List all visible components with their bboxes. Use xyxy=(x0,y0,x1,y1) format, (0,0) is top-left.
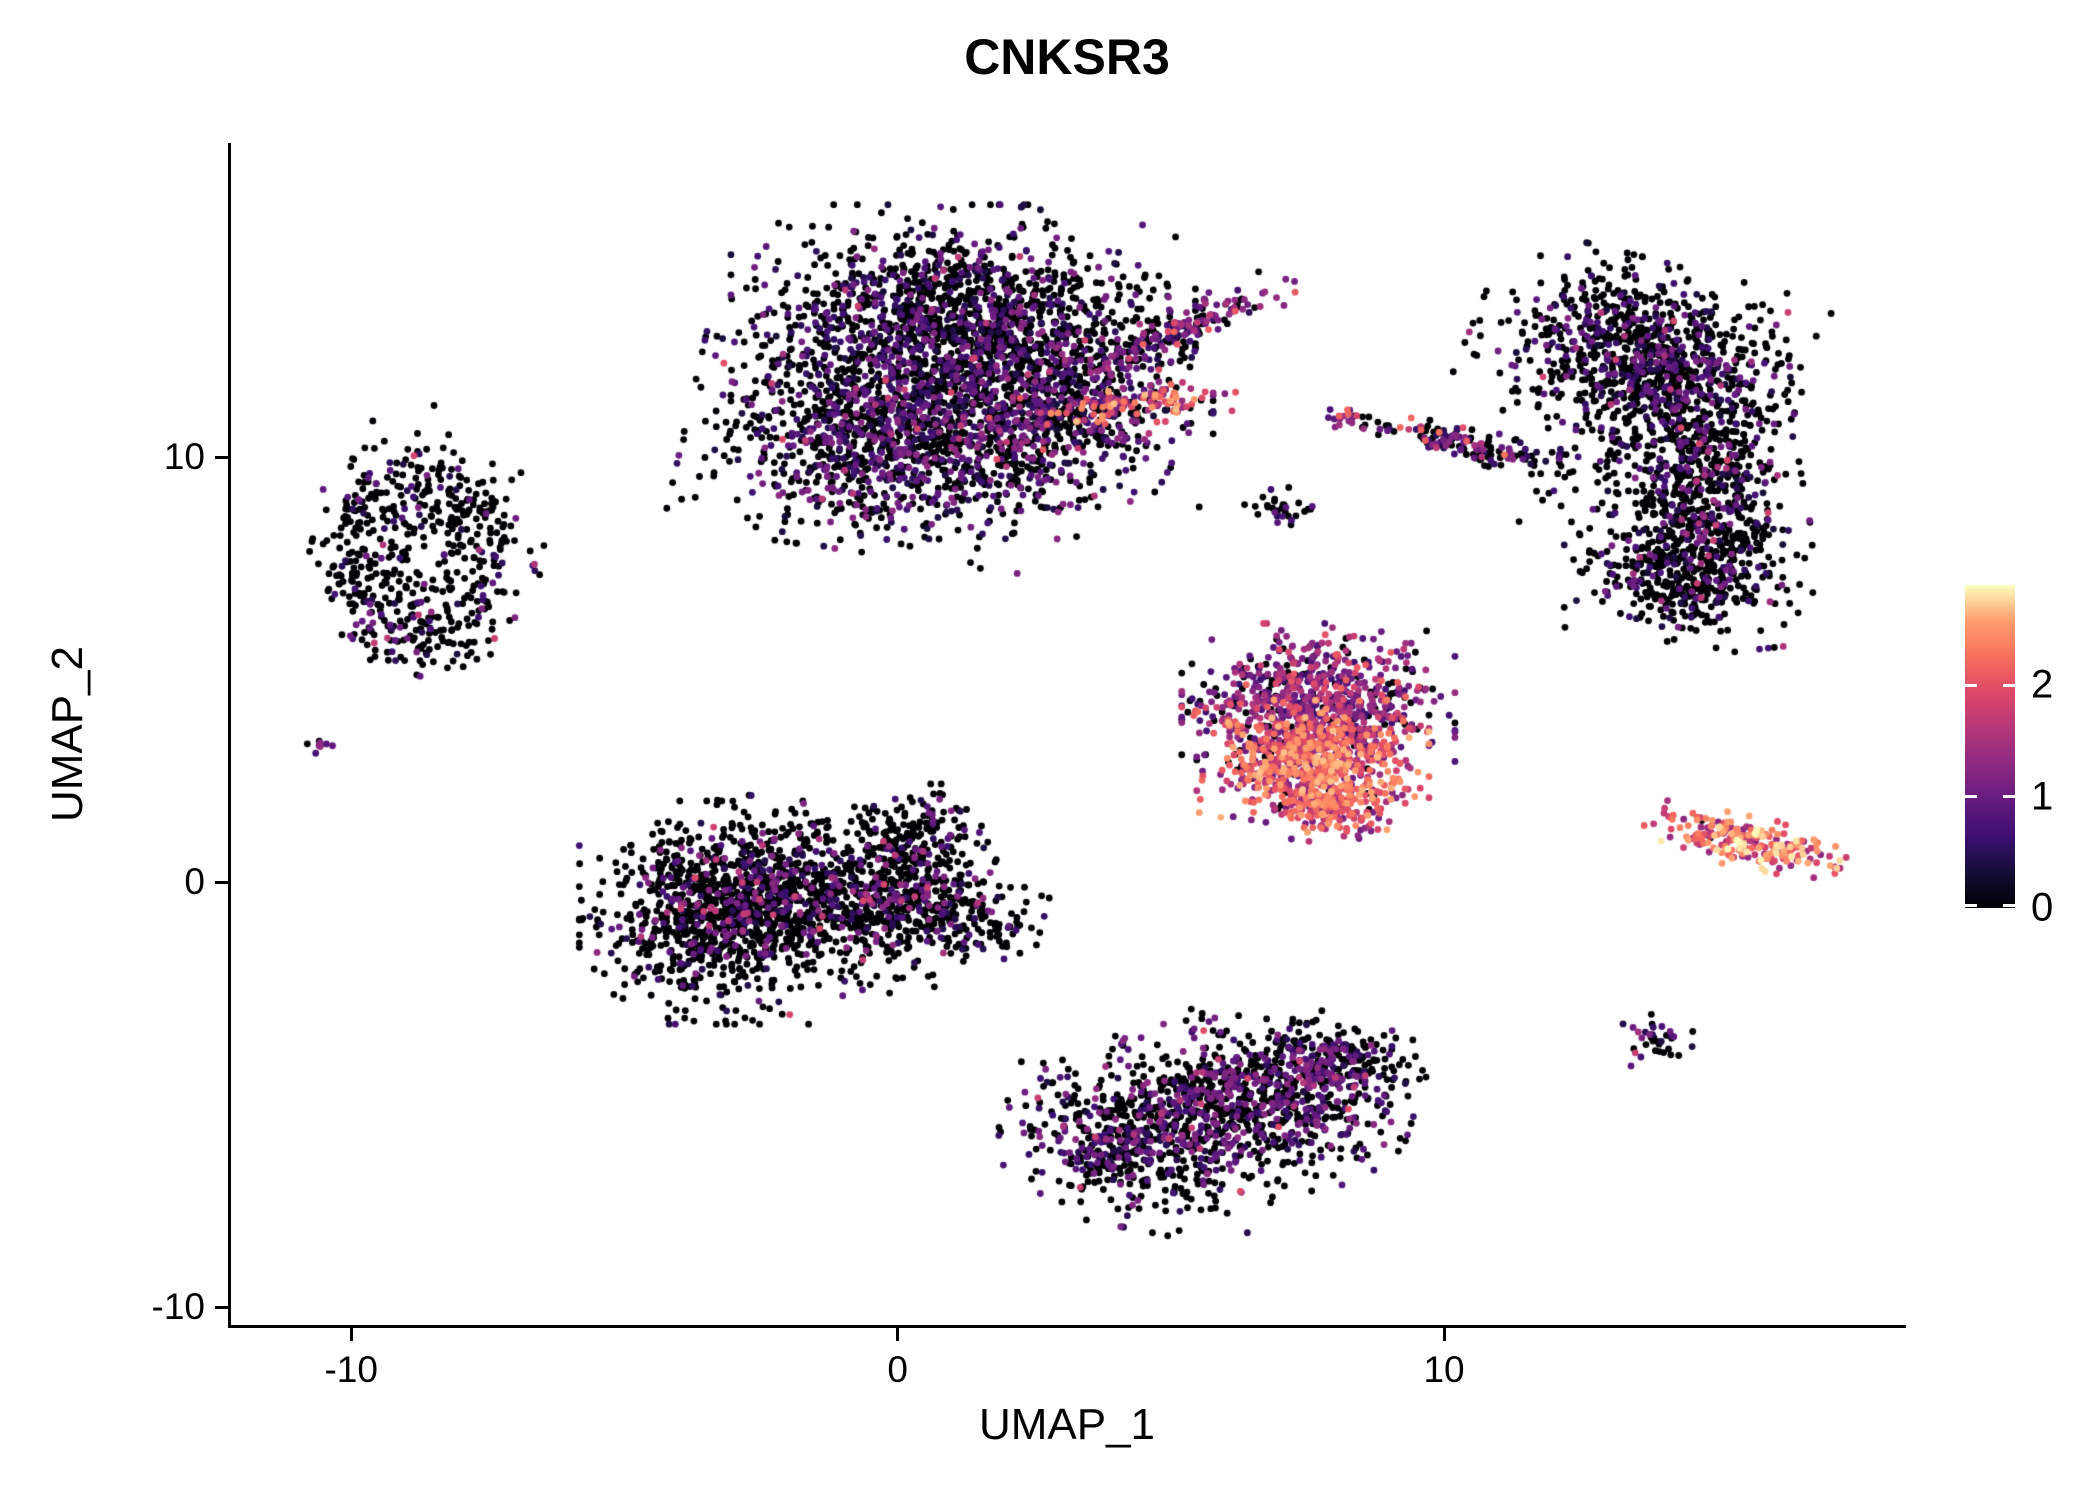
colorbar-tick-label: 2 xyxy=(2031,662,2054,707)
x-tick-label: 10 xyxy=(1423,1349,1465,1390)
x-axis-label: UMAP_1 xyxy=(978,1400,1156,1449)
colorbar-tick-label: 1 xyxy=(2031,774,2054,819)
y-axis-label: UMAP_2 xyxy=(43,645,92,823)
colorbar-tick-mark xyxy=(2003,903,2015,907)
y-tick-label: -10 xyxy=(151,1285,205,1327)
colorbar-tick-mark xyxy=(1965,903,1977,907)
y-tick-mark xyxy=(215,456,228,460)
y-tick-label: 10 xyxy=(163,435,205,477)
expression-colorbar xyxy=(1965,585,2015,908)
plot-title: CNKSR3 xyxy=(964,29,1170,85)
colorbar-tick-mark xyxy=(1965,795,1977,799)
x-axis-line xyxy=(228,1325,1906,1328)
scatter-points-canvas xyxy=(231,143,1903,1325)
x-tick-mark xyxy=(1442,1328,1446,1341)
x-tick-label: -10 xyxy=(324,1349,378,1390)
y-axis-line xyxy=(228,143,231,1328)
y-tick-mark xyxy=(215,881,228,885)
x-tick-label: 0 xyxy=(887,1349,908,1390)
colorbar-tick-mark xyxy=(2003,795,2015,799)
y-tick-label: 0 xyxy=(184,860,205,902)
x-tick-mark xyxy=(896,1328,900,1341)
y-tick-mark xyxy=(215,1306,228,1310)
colorbar-tick-mark xyxy=(1965,683,1977,687)
x-tick-mark xyxy=(349,1328,353,1341)
colorbar-tick-label: 0 xyxy=(2031,885,2054,930)
colorbar-tick-mark xyxy=(2003,683,2015,687)
